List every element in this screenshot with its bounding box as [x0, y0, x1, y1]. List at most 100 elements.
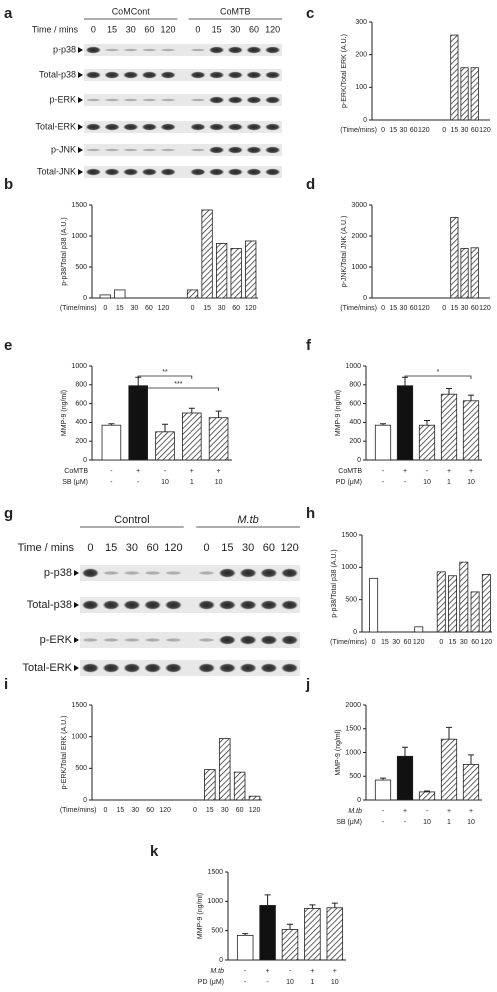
condition-value: 10 — [286, 979, 294, 986]
condition-label: SB (μM) — [336, 819, 362, 826]
x-tick-label: 60 — [410, 127, 418, 134]
y-tick-label: 3000 — [351, 202, 367, 209]
condition-value: + — [403, 808, 407, 815]
blot-band — [81, 638, 100, 642]
x-tick-label: 120 — [159, 807, 171, 814]
panel-letter: i — [4, 676, 8, 693]
x-tick-label: 60 — [471, 305, 479, 312]
blot-band — [85, 148, 102, 152]
panel-letter: d — [306, 176, 315, 193]
x-tick-label: 15 — [450, 127, 458, 134]
condition-value: + — [136, 468, 140, 475]
row-arrow — [78, 72, 83, 78]
bar — [218, 738, 231, 801]
blot-band — [102, 571, 120, 575]
x-tick-label: 120 — [245, 305, 257, 312]
bar — [128, 385, 148, 461]
y-axis-label: p-p38/Total p38 (A.U.) — [61, 217, 68, 285]
y-tick-label: 0 — [83, 457, 87, 464]
blot-band — [227, 146, 244, 154]
blot-band — [197, 600, 216, 610]
bar — [396, 755, 414, 801]
blot-band — [122, 148, 139, 152]
x-tick-label: 30 — [131, 807, 139, 814]
blot-band — [143, 600, 162, 610]
x-tick-label: 60 — [236, 807, 244, 814]
bar — [204, 769, 216, 801]
condition-value: 1 — [190, 479, 194, 486]
row-arrow — [74, 637, 79, 643]
lane-label: 0 — [87, 542, 93, 554]
panel-letter: b — [4, 176, 13, 193]
blot-band — [122, 71, 139, 79]
x-tick-label: 120 — [418, 305, 430, 312]
row-label: p-p38 — [53, 44, 76, 54]
condition-value: - — [244, 968, 247, 975]
row-arrow — [78, 124, 83, 130]
condition-value: - — [426, 808, 429, 815]
bar — [414, 626, 424, 633]
y-tick-label: 1000 — [71, 363, 87, 370]
panel-letter: a — [4, 5, 13, 22]
error-bar — [402, 746, 408, 757]
row-arrow — [74, 602, 79, 608]
x-tick-label: 15 — [381, 639, 389, 646]
error-bar — [380, 777, 386, 781]
row-arrow — [78, 97, 83, 103]
y-tick-label: 0 — [357, 457, 361, 464]
blot-band — [239, 635, 257, 645]
y-tick-label: 200 — [349, 438, 361, 445]
error-bar — [264, 894, 271, 906]
condition-value: 10 — [331, 979, 339, 986]
condition-label: CoMTB — [64, 468, 88, 475]
error-bar — [380, 423, 386, 426]
bar — [470, 591, 480, 633]
lane-label: 60 — [147, 542, 159, 554]
y-tick-label: 800 — [349, 382, 361, 389]
blot-band — [143, 663, 162, 673]
lane-label: 120 — [265, 24, 280, 34]
bar — [201, 209, 213, 299]
y-tick-label: 1000 — [341, 564, 357, 571]
lane-label: 30 — [126, 24, 136, 34]
y-tick-label: 0 — [353, 629, 357, 636]
bar — [304, 907, 321, 961]
blot-band — [85, 168, 102, 176]
blot-band — [208, 146, 225, 154]
lane-label: 0 — [91, 24, 96, 34]
significance-label: * — [437, 369, 440, 376]
error-bar — [424, 790, 430, 792]
blot-band — [246, 146, 262, 154]
row-label: p-JNK — [51, 144, 76, 154]
x-tick-label: 30 — [218, 305, 226, 312]
x-tick-label: 30 — [461, 127, 469, 134]
condition-label: PD (μM) — [198, 979, 224, 986]
bar — [326, 907, 344, 961]
condition-label: M.tb — [210, 968, 224, 975]
condition-value: 10 — [161, 479, 169, 486]
blot-panel: g Control M.tb Time / mins 0 15 30 60 120 0 15 30 60… — [4, 505, 300, 676]
bar — [236, 934, 254, 961]
y-tick-label: 200 — [355, 52, 367, 59]
blot-band — [122, 168, 139, 176]
blot-band — [85, 98, 102, 102]
blot-band — [190, 148, 206, 152]
blot-band — [141, 148, 158, 152]
error-bar — [424, 420, 430, 426]
panel-letter: g — [4, 505, 13, 522]
blot-band — [123, 571, 141, 575]
x-tick-label: 60 — [471, 639, 479, 646]
bar — [374, 779, 392, 801]
blot-band — [122, 98, 139, 102]
bar — [245, 240, 257, 299]
bar — [462, 763, 480, 801]
y-axis-label: p-JNK/Total JNK (A.U.) — [341, 216, 348, 288]
bar — [481, 574, 491, 633]
blot-band — [104, 71, 120, 79]
condition-value: 1 — [310, 979, 314, 986]
x-tick-label: 30 — [221, 807, 229, 814]
x-tick-label: 60 — [410, 305, 418, 312]
x-tick-label: 30 — [130, 305, 138, 312]
row-arrow — [74, 570, 79, 576]
row-arrow — [78, 47, 83, 53]
